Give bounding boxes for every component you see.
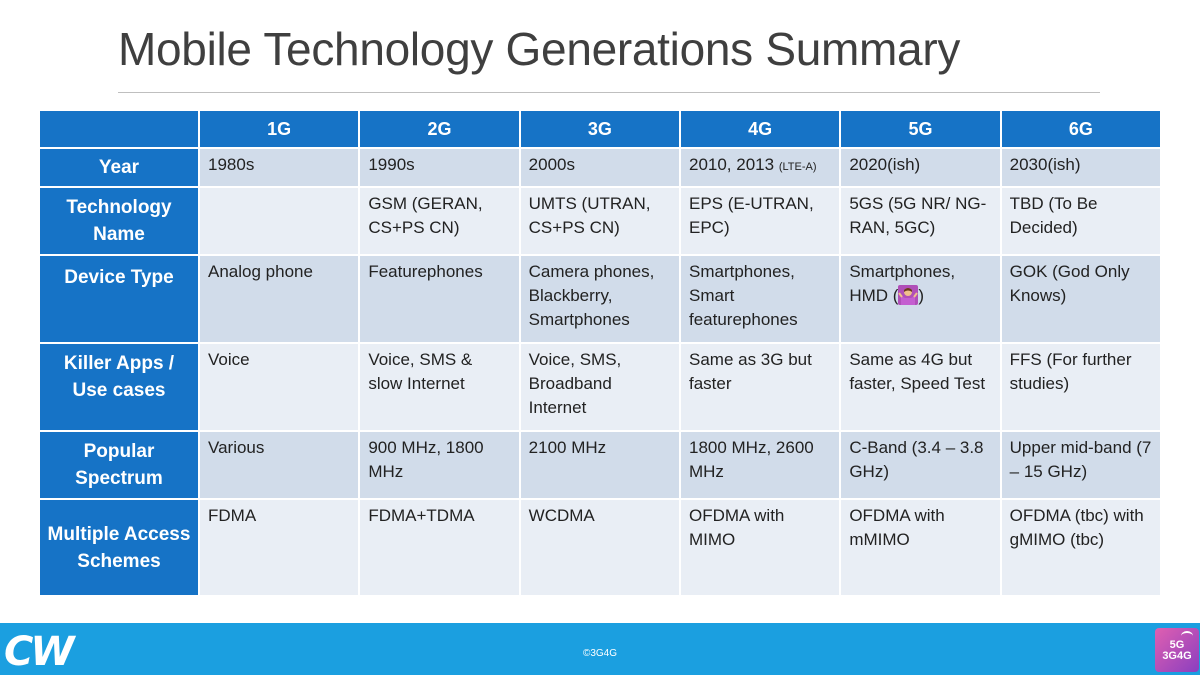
cell-device-2g: Featurephones: [358, 254, 521, 344]
cell-tech-2g: GSM (GERAN, CS+PS CN): [358, 186, 521, 256]
cell-access-6g: OFDMA (tbc) with gMIMO (tbc): [999, 498, 1163, 597]
cell-spectrum-5g: C-Band (3.4 – 3.8 GHz): [839, 430, 1002, 500]
cell-apps-1g: Voice: [197, 342, 361, 432]
row-label-technology-name: Technology Name: [38, 186, 200, 256]
table-row: Technology Name GSM (GERAN, CS+PS CN) UM…: [38, 186, 1163, 256]
cell-device-4g: Smartphones, Smart featurephones: [678, 254, 842, 344]
cell-access-3g: WCDMA: [518, 498, 681, 597]
cell-spectrum-4g: 1800 MHz, 2600 MHz: [678, 430, 842, 500]
cell-tech-4g: EPS (E-UTRAN, EPC): [678, 186, 842, 256]
footer-bar: [0, 623, 1200, 675]
cell-access-5g: OFDMA with mMIMO: [839, 498, 1002, 597]
generations-table: 1G 2G 3G 4G 5G 6G Year 1980s 1990s 2000s…: [38, 109, 1163, 597]
row-label-year: Year: [38, 147, 200, 188]
row-label-multiple-access: Multiple Access Schemes: [38, 498, 200, 597]
cell-year-3g: 2000s: [518, 147, 681, 188]
cell-access-4g: OFDMA with MIMO: [678, 498, 842, 597]
cell-apps-3g: Voice, SMS, Broadband Internet: [518, 342, 681, 432]
cell-device-1g: Analog phone: [197, 254, 361, 344]
3g4g-logo-badge: 5G 3G4G: [1155, 628, 1199, 672]
col-header-6g: 6G: [999, 109, 1163, 149]
cell-spectrum-1g: Various: [197, 430, 361, 500]
cell-device-5g: Smartphones, HMD (): [839, 254, 1002, 344]
cell-year-4g: 2010, 2013 (LTE-A): [678, 147, 842, 188]
col-header-3g: 3G: [518, 109, 681, 149]
row-label-popular-spectrum: Popular Spectrum: [38, 430, 200, 500]
cell-year-4g-text: 2010, 2013: [688, 155, 775, 174]
row-label-killer-apps: Killer Apps / Use cases: [38, 342, 200, 432]
table-row: Device Type Analog phone Featurephones C…: [38, 254, 1163, 344]
col-header-1g: 1G: [197, 109, 361, 149]
person-shrugging-icon: [898, 285, 919, 305]
cw-logo: CW: [4, 629, 75, 675]
corner-cell: [38, 109, 200, 149]
table-header-row: 1G 2G 3G 4G 5G 6G: [38, 109, 1163, 149]
cell-tech-6g: TBD (To Be Decided): [999, 186, 1163, 256]
col-header-2g: 2G: [358, 109, 521, 149]
signal-arc-icon: [1181, 631, 1193, 641]
cell-spectrum-6g: Upper mid-band (7 – 15 GHz): [999, 430, 1163, 500]
col-header-4g: 4G: [678, 109, 842, 149]
copyright-text: ©3G4G: [582, 648, 618, 659]
cell-device-5g-tail: ): [918, 286, 925, 305]
cell-tech-1g: [197, 186, 361, 256]
cell-access-1g: FDMA: [197, 498, 361, 597]
table-row: Popular Spectrum Various 900 MHz, 1800 M…: [38, 430, 1163, 500]
col-header-5g: 5G: [839, 109, 1002, 149]
cell-device-6g: GOK (God Only Knows): [999, 254, 1163, 344]
cell-year-6g: 2030(ish): [999, 147, 1163, 188]
cell-spectrum-2g: 900 MHz, 1800 MHz: [358, 430, 521, 500]
cell-apps-2g: Voice, SMS & slow Internet: [358, 342, 521, 432]
table-row: Killer Apps / Use cases Voice Voice, SMS…: [38, 342, 1163, 432]
row-label-device-type: Device Type: [38, 254, 200, 344]
badge-line-1: 5G: [1169, 639, 1185, 651]
table-row: Year 1980s 1990s 2000s 2010, 2013 (LTE-A…: [38, 147, 1163, 188]
cell-device-5g-text: Smartphones, HMD (: [849, 262, 956, 305]
cell-tech-5g: 5GS (5G NR/ NG-RAN, 5GC): [839, 186, 1002, 256]
slide-title: Mobile Technology Generations Summary: [118, 23, 961, 75]
title-divider: [118, 92, 1100, 93]
cell-year-1g: 1980s: [197, 147, 361, 188]
lte-a-note: (LTE-A): [778, 161, 817, 173]
cell-device-3g: Camera phones, Blackberry, Smartphones: [518, 254, 681, 344]
badge-line-2: 3G4G: [1162, 650, 1192, 662]
cell-apps-4g: Same as 3G but faster: [678, 342, 842, 432]
cell-access-2g: FDMA+TDMA: [358, 498, 521, 597]
cell-tech-3g: UMTS (UTRAN, CS+PS CN): [518, 186, 681, 256]
cell-year-2g: 1990s: [358, 147, 521, 188]
cell-spectrum-3g: 2100 MHz: [518, 430, 681, 500]
cell-apps-5g: Same as 4G but faster, Speed Test: [839, 342, 1002, 432]
cell-apps-6g: FFS (For further studies): [999, 342, 1163, 432]
cell-year-5g: 2020(ish): [839, 147, 1002, 188]
table-row: Multiple Access Schemes FDMA FDMA+TDMA W…: [38, 498, 1163, 597]
